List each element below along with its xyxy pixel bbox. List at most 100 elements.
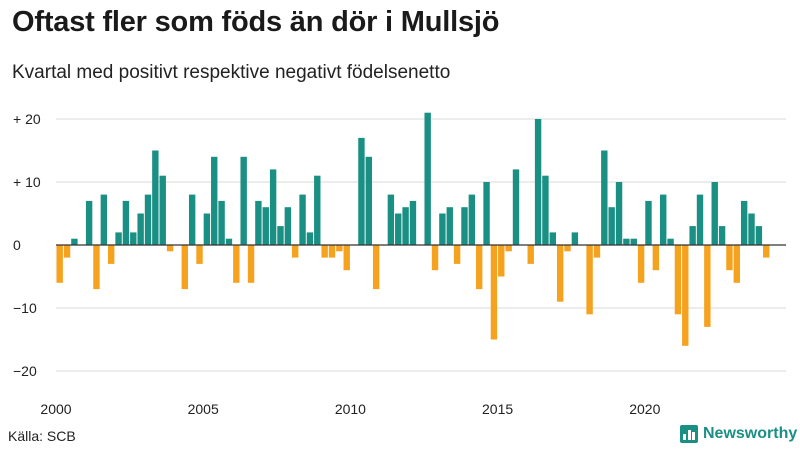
bar: 2022 K4: -4	[726, 245, 733, 271]
bar: 2009 K2: -2	[328, 245, 336, 258]
bar: 2016 K4: 2	[549, 232, 556, 245]
bar: 2003 K4: -1	[166, 245, 174, 252]
bar: 2005 K1: 5	[203, 213, 211, 245]
y-tick-label: + 20	[13, 111, 41, 127]
bar: 2020 K3: 8	[660, 194, 667, 245]
bar: 2006 K1: -6	[233, 245, 240, 283]
bar: 2002 K4: 5	[137, 213, 144, 245]
bar: 2009 K1: -2	[321, 245, 328, 258]
y-tick-label: + 10	[13, 174, 41, 190]
bar: 2003 K2: 15	[152, 150, 159, 245]
y-tick-label: −20	[13, 363, 37, 379]
bar: 2009 K3: -1	[336, 245, 343, 252]
bar: 2011 K2: 8	[387, 194, 395, 245]
bar: 2002 K2: 7	[122, 200, 130, 245]
y-tick-label: 0	[13, 237, 21, 253]
bar: 2022 K3: 3	[718, 226, 726, 245]
bar: 2010 K3: 14	[365, 156, 372, 245]
x-tick-label: 2000	[40, 401, 71, 417]
bar: 2009 K4: -4	[343, 245, 350, 271]
bar: 2012 K4: -4	[431, 245, 439, 271]
bar: 2013 K4: 6	[461, 207, 468, 245]
x-tick-label: 2005	[188, 401, 219, 417]
bar: 2012 K1: 7	[409, 200, 417, 245]
bar: 2011 K4: 6	[402, 207, 409, 245]
bar: 2000 K3: 1	[71, 238, 78, 245]
bar: 2019 K3: 1	[630, 238, 637, 245]
bar: 2014 K2: -7	[476, 245, 483, 290]
bar: 2003 K3: 11	[159, 175, 166, 245]
gridlines	[56, 118, 786, 372]
bar: 2007 K2: 12	[269, 169, 277, 245]
x-tick-label: 2020	[629, 401, 660, 417]
bar: 2019 K2: 1	[623, 238, 630, 245]
bar: 2004 K3: 8	[188, 194, 196, 245]
bar: 2023 K1: -6	[733, 245, 740, 283]
axes: + 20 + 10 0 −10 −20 2000 2005 2010 2015 2020	[13, 111, 786, 417]
bar: 2001 K3: 8	[100, 194, 108, 245]
x-tick-label: 2015	[482, 401, 513, 417]
bar: 2006 K3: -6	[247, 245, 255, 283]
bar: 2022 K2: 10	[711, 182, 718, 245]
brand-name: Newsworthy	[703, 425, 798, 442]
bar: 2002 K3: 2	[130, 232, 137, 245]
bar: 2020 K4: 1	[667, 238, 674, 245]
bar: 2017 K3: 2	[571, 232, 579, 245]
bar: 2018 K3: 15	[601, 150, 608, 245]
bar: 2023 K3: 5	[748, 213, 755, 245]
bar: 2021 K1: -11	[674, 245, 682, 315]
bar: 2001 K4: -3	[108, 245, 115, 264]
bar: 2019 K4: -6	[637, 245, 645, 283]
bar: 2021 K4: 8	[696, 194, 704, 245]
bar: 2014 K1: 8	[468, 194, 476, 245]
bar: 2024 K1: -2	[763, 245, 770, 258]
bar: 2007 K1: 6	[262, 207, 269, 245]
bar: 2015 K1: -5	[498, 245, 505, 277]
x-tick-label: 2010	[335, 401, 366, 417]
bar: 2005 K2: 14	[211, 156, 218, 245]
bar: 2016 K1: -3	[527, 245, 534, 264]
chart-subtitle: Kvartal med positivt respektive negativt…	[12, 62, 451, 83]
bar: 2016 K2: 20	[534, 119, 542, 245]
bar: 2001 K1: 7	[85, 200, 93, 245]
brand-logo: Newsworthy	[680, 425, 797, 443]
bar: 2005 K3: 7	[218, 200, 225, 245]
bar: 2008 K1: -2	[292, 245, 299, 258]
bar: 2006 K4: 7	[255, 200, 262, 245]
bar: 2023 K4: 3	[755, 226, 763, 245]
bar: 2001 K2: -7	[93, 245, 100, 290]
bar: 2019 K1: 10	[615, 182, 623, 245]
bar: 2004 K2: -7	[181, 245, 188, 290]
bar: 2021 K2: -16	[682, 245, 689, 346]
bar: 2017 K1: -9	[556, 245, 564, 302]
bar: 2007 K4: 6	[284, 207, 292, 245]
bar: 2014 K3: 10	[483, 182, 490, 245]
bar: 2008 K2: 8	[299, 194, 306, 245]
bar: 2010 K2: 17	[358, 137, 365, 245]
bar: 2014 K4: -15	[490, 245, 498, 340]
bar: 2013 K3: -3	[453, 245, 461, 264]
bar: 2013 K2: 6	[446, 207, 453, 245]
bar: 2021 K3: 3	[689, 226, 696, 245]
bar: 2000 K2: -2	[63, 245, 71, 258]
bar: 2016 K3: 11	[542, 175, 549, 245]
chart-icon	[680, 425, 698, 443]
bar: 2022 K1: -13	[704, 245, 711, 327]
bar: 2000 K1: -6	[56, 245, 63, 283]
bar: 2015 K2: -1	[505, 245, 512, 252]
bar: 2006 K2: 14	[240, 156, 247, 245]
bar: 2023 K2: 7	[740, 200, 748, 245]
bar: 2018 K2: -2	[593, 245, 601, 258]
bar: 2005 K4: 1	[225, 238, 233, 245]
bar: 2002 K1: 2	[115, 232, 122, 245]
bar: 2012 K3: 21	[424, 112, 431, 245]
bar-chart: 2000 K1: -62000 K2: -22000 K3: 1 2001 K1:…	[13, 111, 786, 417]
bar: 2010 K4: -7	[372, 245, 380, 290]
bar: 2011 K3: 5	[395, 213, 402, 245]
bar: 2004 K4: -3	[196, 245, 203, 264]
bar: 2008 K4: 11	[314, 175, 321, 245]
bar: 2018 K4: 6	[608, 207, 615, 245]
bar: 2003 K1: 8	[144, 194, 152, 245]
bar: 2020 K2: -4	[652, 245, 660, 271]
bar: 2020 K1: 7	[645, 200, 652, 245]
